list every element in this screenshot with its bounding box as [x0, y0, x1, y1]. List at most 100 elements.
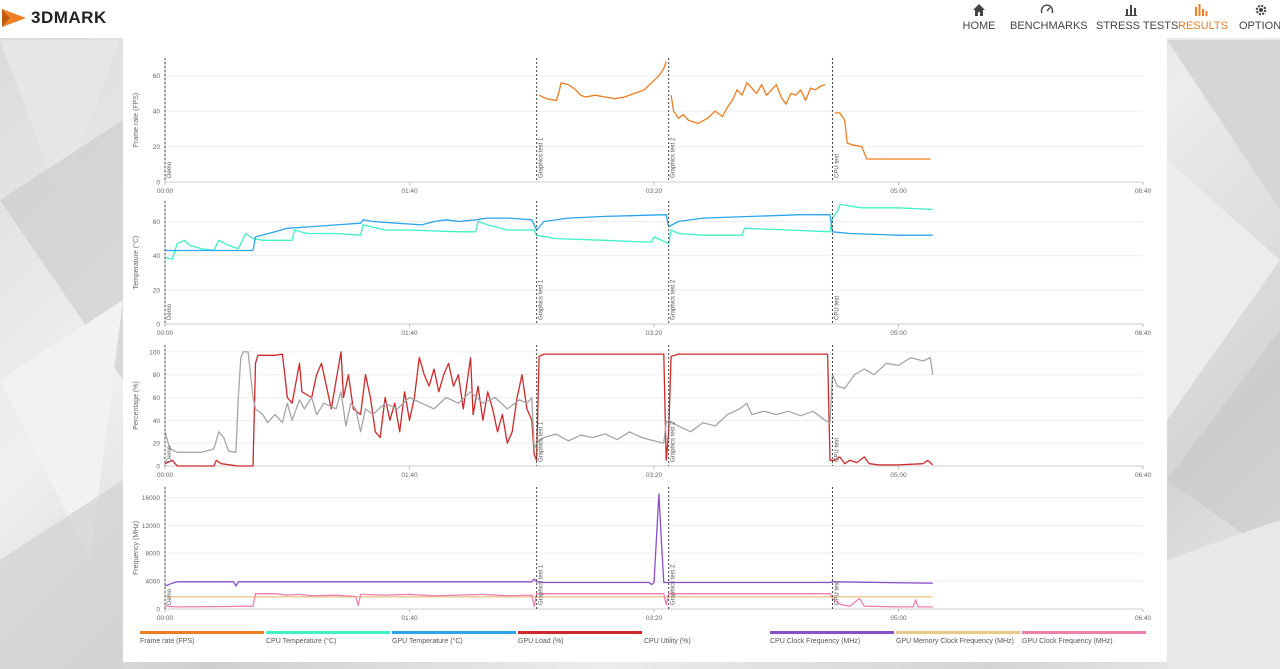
test-marker-label: Graphics test 1 — [539, 137, 545, 178]
legend-label: GPU Clock Frequency (MHz) — [1022, 638, 1113, 645]
monitoring-charts: 0 20 40 60 00:00 01:40 03:20 05:00 06:40 Frame ra… — [132, 58, 1152, 622]
y-tick-label: 100 — [149, 349, 160, 356]
y-tick-label: 20 — [153, 287, 161, 294]
legend-swatch — [392, 631, 516, 634]
series-line — [538, 61, 667, 102]
legend-swatch — [896, 631, 1020, 634]
x-tick-label: 03:20 — [646, 188, 663, 195]
test-marker-label: Demo — [167, 303, 173, 320]
app-logo[interactable]: 3DMARK — [2, 4, 107, 32]
test-marker-label: CPU test — [834, 581, 840, 605]
y-axis-label: Temperature (°C) — [132, 236, 140, 290]
gear-icon — [1255, 4, 1267, 16]
test-marker-label: Graphics test 1 — [539, 279, 545, 320]
nav-stress-tests[interactable]: STRESS TESTS — [1096, 2, 1179, 36]
nav-benchmarks-label: BENCHMARKS — [1010, 20, 1088, 32]
legend-label: GPU Temperature (°C) — [392, 638, 463, 645]
x-tick-label: 01:40 — [401, 188, 418, 195]
y-tick-label: 0 — [156, 180, 160, 187]
series-line — [670, 82, 826, 125]
top-navigation-bar: 3DMARK HOME BENCHMARKS STRESS TESTS RESU… — [0, 0, 1280, 38]
x-tick-label: 06:40 — [1135, 330, 1152, 337]
bar-chart-icon — [1125, 5, 1137, 16]
series-line — [164, 351, 934, 453]
series-line — [164, 351, 934, 467]
x-tick-label: 00:00 — [157, 615, 174, 622]
legend-label: Frame rate (FPS) — [140, 638, 195, 645]
legend-swatch — [770, 631, 894, 634]
legend-cpu-temperature[interactable]: CPU Temperature (°C) — [266, 631, 390, 645]
legend-label: GPU Load (%) — [518, 638, 564, 645]
y-tick-label: 60 — [153, 73, 161, 80]
legend-gpu-memory-clock[interactable]: GPU Memory Clock Frequency (MHz) — [896, 631, 1020, 645]
test-marker-label: Demo — [167, 588, 173, 605]
x-tick-label: 00:00 — [157, 188, 174, 195]
x-tick-label: 01:40 — [401, 615, 418, 622]
legend-frame-rate[interactable]: Frame rate (FPS) — [140, 631, 264, 645]
test-marker-label: Graphics test 1 — [539, 421, 545, 462]
test-marker-label: Graphics test 2 — [671, 279, 677, 320]
y-tick-label: 20 — [153, 144, 161, 151]
home-icon — [973, 4, 985, 16]
x-tick-label: 03:20 — [646, 472, 663, 479]
series-line — [165, 214, 933, 252]
x-tick-label: 06:40 — [1135, 615, 1152, 622]
y-tick-label: 12000 — [142, 523, 160, 530]
x-tick-label: 00:00 — [157, 330, 174, 337]
test-marker-label: Graphics test 2 — [671, 421, 677, 462]
nav-home[interactable]: HOME — [960, 2, 998, 36]
legend-label: CPU Clock Frequency (MHz) — [770, 638, 861, 645]
nav-results-label: RESULTS — [1178, 20, 1228, 32]
y-tick-label: 8000 — [146, 551, 161, 558]
3dmark-logo-icon — [2, 9, 26, 27]
y-tick-label: 40 — [153, 109, 161, 116]
legend-gpu-clock[interactable]: GPU Clock Frequency (MHz) — [1022, 631, 1146, 645]
nav-options[interactable]: OPTIONS — [1236, 2, 1280, 36]
y-axis-label: Frequency (MHz) — [133, 521, 140, 575]
legend-gpu-temperature[interactable]: GPU Temperature (°C) — [392, 631, 516, 645]
x-tick-label: 01:40 — [401, 472, 418, 479]
y-tick-label: 0 — [156, 464, 160, 471]
nav-benchmarks[interactable]: BENCHMARKS — [1010, 2, 1088, 36]
test-marker-label: Demo — [167, 161, 173, 178]
series-line — [164, 493, 933, 587]
y-tick-label: 60 — [153, 219, 161, 226]
legend-swatch — [140, 631, 264, 634]
x-tick-label: 06:40 — [1135, 472, 1152, 479]
test-marker-label: Graphics test 2 — [671, 564, 677, 605]
nav-home-label: HOME — [962, 20, 996, 32]
test-marker-label: CPU test — [834, 296, 840, 320]
series-line — [834, 112, 931, 160]
x-tick-label: 05:00 — [890, 188, 907, 195]
legend-swatch — [1022, 631, 1146, 634]
results-panel: 0 20 40 60 00:00 01:40 03:20 05:00 06:40 Frame ra… — [123, 38, 1167, 662]
legend-swatch — [644, 631, 768, 634]
legend-swatch — [518, 631, 642, 634]
x-tick-label: 06:40 — [1135, 188, 1152, 195]
y-tick-label: 4000 — [146, 579, 161, 586]
y-axis-label: Percentage (%) — [133, 381, 140, 430]
legend-label: GPU Memory Clock Frequency (MHz) — [896, 638, 1014, 645]
y-tick-label: 60 — [153, 395, 161, 402]
nav-results[interactable]: RESULTS — [1178, 2, 1228, 36]
legend-label: CPU Utility (%) — [644, 638, 691, 645]
y-tick-label: 0 — [156, 322, 160, 329]
y-tick-label: 20 — [153, 441, 161, 448]
speedometer-icon — [1040, 4, 1053, 14]
y-tick-label: 40 — [153, 253, 161, 260]
nav-stress-tests-label: STRESS TESTS — [1096, 20, 1179, 32]
x-tick-label: 05:00 — [890, 472, 907, 479]
nav-options-label: OPTIONS — [1239, 20, 1280, 32]
x-tick-label: 00:00 — [157, 472, 174, 479]
x-tick-label: 03:20 — [646, 330, 663, 337]
y-tick-label: 0 — [156, 607, 160, 614]
y-tick-label: 16000 — [142, 495, 160, 502]
test-marker-label: CPU test — [834, 154, 840, 178]
results-chart-icon — [1195, 4, 1208, 16]
legend-gpu-load[interactable]: GPU Load (%) — [518, 631, 642, 645]
legend-swatch — [266, 631, 390, 634]
legend-cpu-clock[interactable]: CPU Clock Frequency (MHz) — [770, 631, 894, 645]
test-marker-label: Graphics test 1 — [539, 564, 545, 605]
legend-cpu-utility[interactable]: CPU Utility (%) — [644, 631, 768, 645]
